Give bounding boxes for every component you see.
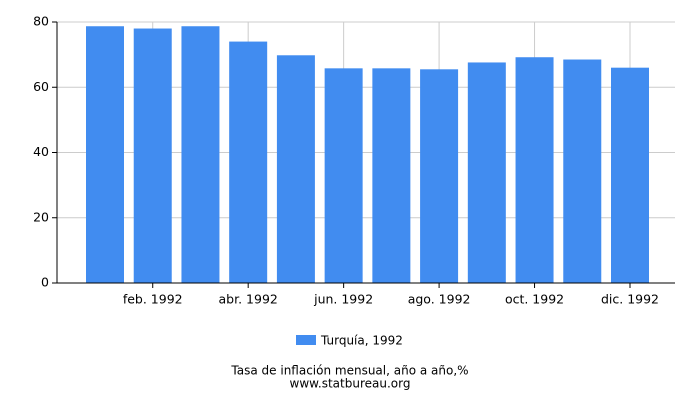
legend-label: Turquía, 1992: [320, 334, 403, 348]
x-tick-label: feb. 1992: [123, 292, 183, 307]
x-tick-label: dic. 1992: [601, 292, 659, 307]
y-tick-label: 80: [33, 14, 49, 29]
x-tick-label: ago. 1992: [408, 292, 471, 307]
bar: [133, 28, 172, 284]
bar: [611, 67, 649, 283]
bar: [420, 69, 459, 284]
bar: [563, 59, 602, 283]
x-tick-label: abr. 1992: [219, 292, 278, 307]
x-tick-label: jun. 1992: [313, 292, 373, 307]
y-tick-label: 20: [33, 209, 49, 224]
bar: [229, 41, 268, 284]
bar: [467, 62, 506, 283]
bar: [276, 55, 315, 284]
chart-source: www.statbureau.org: [290, 377, 411, 391]
bar: [181, 26, 220, 284]
x-tick-label: oct. 1992: [505, 292, 564, 307]
y-tick-label: 60: [33, 79, 49, 94]
y-tick-label: 0: [41, 275, 49, 290]
y-tick-label: 40: [33, 144, 49, 159]
bar: [324, 68, 363, 283]
legend-swatch: [296, 335, 316, 345]
bar: [86, 26, 124, 284]
bar: [515, 57, 554, 283]
chart-title: Tasa de inflación mensual, año a año,%: [230, 364, 468, 378]
bar: [372, 68, 411, 283]
